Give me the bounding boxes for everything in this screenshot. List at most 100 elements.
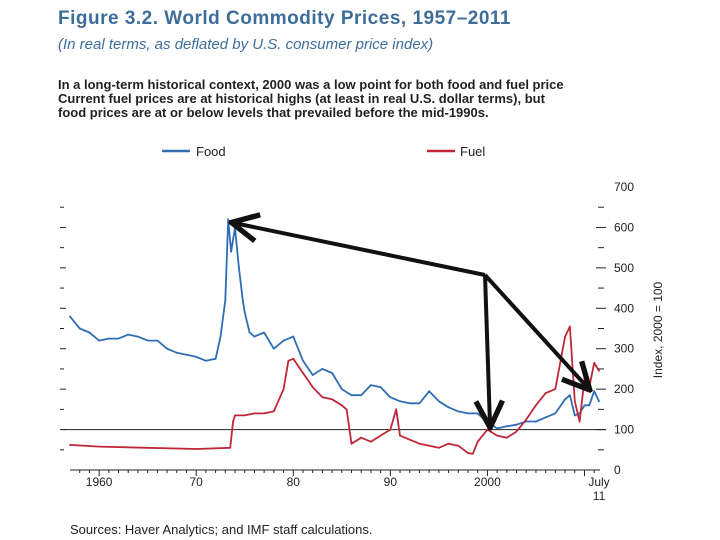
x-tick-label-2: 80 bbox=[287, 475, 301, 489]
y-tick-label-100: 100 bbox=[614, 423, 634, 437]
figure-description: In a long-term historical context, 2000 … bbox=[58, 78, 698, 120]
data-point-fuel-1 bbox=[98, 445, 100, 448]
x-tick-label-4: 2000 bbox=[474, 475, 501, 489]
y-axis-label: Index, 2000 = 100 bbox=[651, 281, 665, 378]
figure-source: Sources: Haver Analytics; and IMF staff … bbox=[70, 522, 373, 537]
data-point-fuel-47 bbox=[578, 420, 581, 423]
data-point-fuel-51 bbox=[598, 370, 600, 372]
series-line-food bbox=[69, 218, 600, 430]
y-tick-label-300: 300 bbox=[614, 342, 634, 356]
data-point-food-56 bbox=[554, 412, 557, 415]
data-point-food-28 bbox=[282, 339, 285, 342]
data-point-fuel-26 bbox=[399, 434, 401, 437]
legend-fuel-label: Fuel bbox=[460, 144, 485, 159]
data-point-food-37 bbox=[370, 384, 372, 386]
data-point-fuel-16 bbox=[321, 396, 324, 399]
data-point-fuel-41 bbox=[535, 404, 537, 407]
data-point-fuel-8 bbox=[253, 412, 256, 415]
data-point-food-25 bbox=[253, 335, 256, 338]
annotation-arrows bbox=[234, 223, 588, 425]
data-point-food-54 bbox=[535, 420, 537, 423]
data-point-food-23 bbox=[243, 311, 246, 314]
figure-subtitle: (In real terms, as deflated by U.S. cons… bbox=[58, 36, 434, 53]
data-point-fuel-31 bbox=[447, 442, 450, 445]
data-point-fuel-25 bbox=[395, 408, 398, 411]
data-point-food-35 bbox=[350, 394, 353, 397]
data-point-fuel-3 bbox=[195, 448, 198, 450]
data-point-food-38 bbox=[379, 386, 382, 388]
x-tick-label-0: 1960 bbox=[86, 475, 113, 489]
data-point-fuel-37 bbox=[496, 434, 498, 437]
data-point-fuel-4 bbox=[229, 446, 232, 449]
data-point-fuel-6 bbox=[234, 414, 236, 417]
data-point-fuel-30 bbox=[438, 446, 440, 449]
data-point-food-12 bbox=[185, 353, 188, 356]
data-point-fuel-45 bbox=[569, 325, 571, 328]
data-point-food-18 bbox=[227, 218, 230, 221]
data-point-fuel-48 bbox=[583, 378, 586, 380]
description-line-2: Current fuel prices are at historical hi… bbox=[58, 92, 545, 106]
x-tick-label-1: 70 bbox=[190, 475, 204, 489]
data-point-fuel-42 bbox=[544, 392, 547, 395]
data-point-food-44 bbox=[438, 400, 440, 403]
data-point-food-31 bbox=[311, 374, 314, 376]
data-point-food-19 bbox=[230, 250, 233, 253]
data-point-fuel-28 bbox=[418, 442, 421, 445]
data-point-food-8 bbox=[146, 339, 149, 342]
data-point-food-2 bbox=[88, 331, 91, 334]
data-point-fuel-0 bbox=[69, 444, 71, 446]
x-tick-label-3: 90 bbox=[384, 475, 398, 489]
data-point-food-46 bbox=[457, 410, 460, 413]
data-point-fuel-34 bbox=[471, 452, 474, 455]
data-point-fuel-44 bbox=[564, 335, 566, 338]
data-point-fuel-21 bbox=[360, 436, 363, 439]
data-point-food-27 bbox=[272, 347, 275, 350]
data-point-food-24 bbox=[248, 331, 251, 334]
data-point-food-11 bbox=[175, 351, 178, 354]
data-point-fuel-2 bbox=[146, 446, 149, 449]
data-point-food-0 bbox=[69, 315, 71, 318]
data-point-food-34 bbox=[340, 388, 343, 390]
data-point-food-43 bbox=[428, 390, 431, 393]
data-point-food-17 bbox=[224, 299, 227, 302]
data-point-food-20 bbox=[234, 226, 236, 229]
arrow-to-current-prices bbox=[483, 273, 588, 388]
x-tick-sublabel: 11 bbox=[593, 489, 606, 503]
data-point-food-26 bbox=[263, 331, 265, 334]
y-tick-label-0: 0 bbox=[614, 463, 621, 477]
data-point-food-30 bbox=[302, 359, 304, 362]
arrow-to-food-peak bbox=[234, 223, 486, 277]
data-point-fuel-24 bbox=[389, 428, 392, 431]
data-point-food-3 bbox=[98, 339, 100, 342]
data-point-food-64 bbox=[598, 400, 600, 403]
data-point-fuel-35 bbox=[476, 440, 479, 443]
data-point-food-45 bbox=[447, 406, 450, 409]
data-point-food-39 bbox=[389, 396, 392, 399]
data-point-fuel-32 bbox=[457, 444, 460, 447]
data-point-fuel-39 bbox=[515, 430, 518, 433]
data-point-fuel-43 bbox=[554, 388, 557, 390]
data-point-fuel-17 bbox=[331, 398, 333, 401]
y-tick-label-400: 400 bbox=[614, 301, 634, 315]
data-point-food-10 bbox=[166, 347, 169, 350]
data-point-fuel-27 bbox=[408, 438, 411, 441]
data-point-food-42 bbox=[418, 402, 421, 405]
data-point-food-14 bbox=[205, 359, 207, 362]
data-point-food-40 bbox=[399, 400, 401, 403]
data-point-fuel-15 bbox=[311, 386, 314, 388]
data-point-fuel-5 bbox=[232, 420, 235, 423]
data-point-food-22 bbox=[241, 299, 244, 302]
data-point-food-55 bbox=[544, 416, 547, 419]
data-point-fuel-29 bbox=[428, 444, 431, 447]
data-point-food-6 bbox=[127, 333, 130, 336]
data-point-food-32 bbox=[321, 368, 324, 370]
data-point-fuel-22 bbox=[370, 440, 372, 443]
data-point-food-48 bbox=[476, 412, 479, 415]
data-point-food-1 bbox=[78, 327, 81, 330]
y-tick-label-600: 600 bbox=[614, 220, 634, 234]
data-point-food-13 bbox=[195, 355, 198, 358]
data-point-fuel-7 bbox=[243, 414, 246, 417]
description-line-1: In a long-term historical context, 2000 … bbox=[58, 78, 564, 92]
data-point-fuel-20 bbox=[350, 442, 353, 445]
